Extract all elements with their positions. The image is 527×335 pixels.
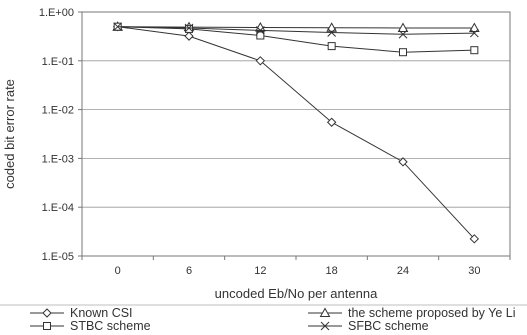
x-tick-label: 24: [397, 265, 409, 277]
data-point: [398, 157, 408, 167]
legend-marker: [42, 308, 52, 318]
data-point: [113, 22, 123, 32]
data-point: [469, 234, 480, 244]
y-tick-label: 1.E+00: [39, 7, 74, 19]
data-point: [184, 23, 194, 33]
data-point: [399, 48, 407, 57]
y-tick-label: 1.E-05: [42, 251, 74, 263]
legend-marker: [319, 307, 331, 317]
y-tick-label: 1.E-03: [42, 153, 74, 165]
data-point: [326, 117, 337, 127]
data-point: [255, 26, 265, 35]
x-axis-label: uncoded Eb/No per antenna: [215, 286, 378, 301]
legend-item: Known CSI: [30, 306, 133, 320]
x-tick-label: 12: [254, 265, 266, 277]
data-point: [327, 42, 336, 51]
data-point: [470, 46, 479, 55]
grid-lines: [82, 60, 510, 208]
x-axis-ticks: 0 6 12 18 24 30: [81, 256, 511, 277]
series-line: [117, 26, 475, 35]
y-axis-label: coded bit error rate: [2, 79, 17, 189]
legend: Known CSI the scheme proposed by Ye Li STB…: [0, 304, 527, 333]
series-line: [117, 26, 475, 53]
legend-marker: [43, 322, 51, 330]
data-point: [327, 28, 337, 37]
y-tick-label: 1.E-01: [42, 56, 74, 68]
legend-item: STBC scheme: [30, 319, 151, 333]
data-point: [326, 22, 338, 32]
x-tick-label: 30: [468, 265, 480, 277]
data-point: [185, 24, 193, 33]
legend-label: Known CSI: [70, 306, 133, 320]
y-axis-ticks: 1.E+00 1.E-01 1.E-02 1.E-03 1.E-04 1.E-05: [39, 7, 82, 263]
data-point: [255, 56, 266, 66]
series-the-scheme-proposed-by-ye-li: [112, 21, 480, 33]
data-point: [397, 22, 409, 33]
legend-label: STBC scheme: [70, 319, 151, 333]
series-line: [117, 26, 475, 29]
y-tick-label: 1.E-02: [42, 105, 74, 117]
legend-item: SFBC scheme: [308, 319, 429, 333]
series-sfbc-scheme: [113, 22, 479, 39]
legend-label: the scheme proposed by Ye Li: [348, 306, 515, 320]
y-tick-label: 1.E-04: [42, 202, 74, 214]
data-point: [398, 29, 408, 39]
data-point: [468, 22, 480, 33]
series-group: [112, 21, 480, 244]
series-known-csi: [112, 21, 480, 244]
plot-area-frame: [81, 11, 511, 257]
series-line: [117, 26, 475, 240]
data-point: [256, 31, 265, 40]
legend-item: the scheme proposed by Ye Li: [308, 306, 515, 320]
x-tick-label: 18: [326, 265, 338, 277]
x-tick-label: 0: [115, 265, 121, 277]
legend-label: SFBC scheme: [348, 319, 429, 333]
data-point: [469, 28, 479, 38]
x-tick-label: 6: [186, 265, 192, 277]
data-point: [184, 31, 194, 41]
legend-marker: [320, 321, 330, 331]
